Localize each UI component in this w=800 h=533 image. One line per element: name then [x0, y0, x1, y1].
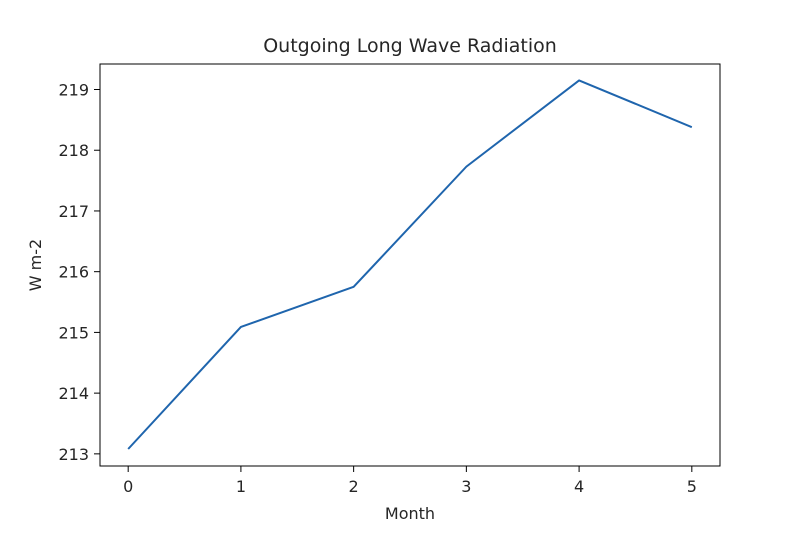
series-line: [127, 79, 693, 450]
x-axis-label: Month: [385, 504, 435, 523]
y-tick-label: 213: [58, 445, 89, 464]
y-axis-ticks: 213 214 215 216 217 218 219: [58, 81, 100, 464]
y-tick-label: 218: [58, 141, 89, 160]
x-tick-label: 5: [687, 477, 697, 496]
y-axis-label: W m-2: [26, 239, 45, 291]
x-tick-label: 3: [461, 477, 471, 496]
y-tick-label: 217: [58, 202, 89, 221]
chart-title: Outgoing Long Wave Radiation: [263, 35, 557, 57]
y-tick-label: 214: [58, 384, 89, 403]
x-tick-label: 4: [574, 477, 584, 496]
x-tick-label: 2: [349, 477, 359, 496]
plot-area-frame: [99, 63, 721, 467]
y-tick-label: 219: [58, 81, 89, 100]
y-tick-label: 215: [58, 323, 89, 342]
x-tick-label: 1: [236, 477, 246, 496]
x-axis-ticks: 0 1 2 3 4 5: [123, 466, 697, 496]
series-layer: [127, 79, 693, 450]
y-tick-label: 216: [58, 263, 89, 282]
x-tick-label: 0: [123, 477, 133, 496]
